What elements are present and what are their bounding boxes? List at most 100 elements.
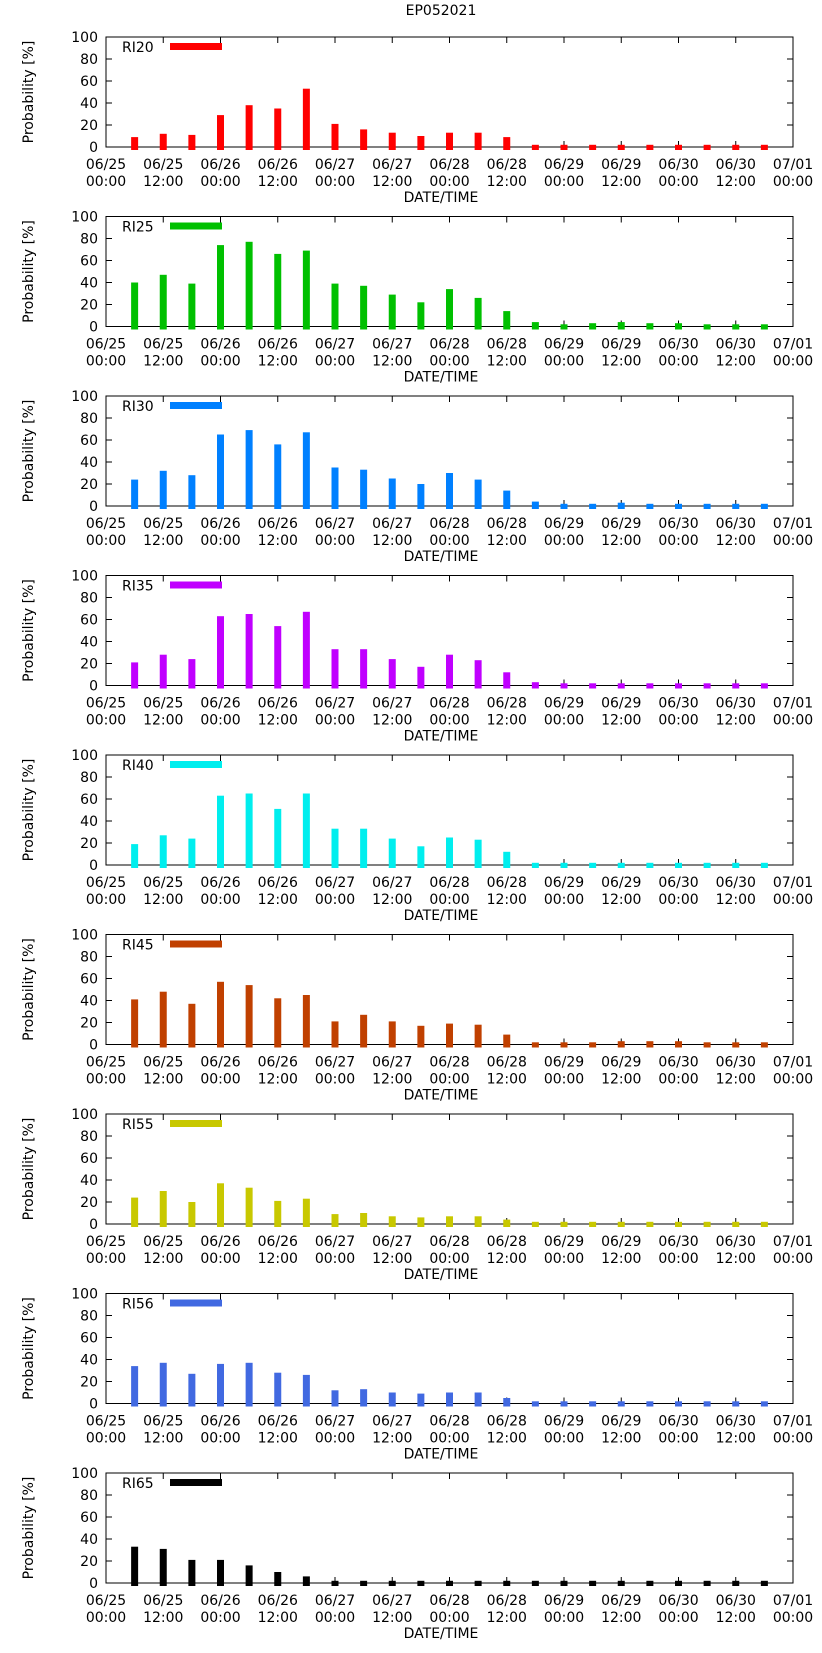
x-tick-label-time: 12:00 [601, 354, 641, 370]
x-tick-label-date: 07/01 [773, 1593, 813, 1609]
y-tick-label: 20 [80, 1195, 98, 1211]
bar [131, 662, 139, 689]
x-tick-label-time: 00:00 [773, 1072, 813, 1088]
panel-ri56: 02040608010006/2500:0006/2512:0006/2600:… [21, 1287, 813, 1463]
y-tick-label: 40 [80, 96, 98, 112]
bar [217, 981, 224, 1048]
x-tick-label-date: 06/26 [258, 696, 298, 712]
bar [188, 1559, 196, 1586]
x-tick-label-time: 00:00 [315, 174, 355, 190]
bar [617, 502, 625, 509]
bar [560, 144, 568, 150]
bar [302, 432, 310, 509]
bar [503, 137, 511, 150]
x-tick-label-date: 06/28 [487, 1414, 527, 1430]
x-tick-label-time: 00:00 [315, 1072, 355, 1088]
x-tick-label-date: 06/27 [315, 516, 355, 532]
y-tick-label: 0 [89, 499, 98, 515]
panel-ri45: 02040608010006/2500:0006/2512:0006/2600:… [21, 928, 813, 1104]
x-tick-label-date: 06/30 [658, 696, 698, 712]
x-tick-label-time: 12:00 [372, 1431, 412, 1447]
bar [417, 1217, 425, 1227]
bar [388, 1580, 396, 1586]
bar [560, 503, 568, 509]
bar [617, 1580, 625, 1586]
x-tick-label-time: 00:00 [315, 354, 355, 370]
x-tick-label-date: 06/26 [258, 1234, 298, 1250]
bar [732, 1401, 740, 1407]
bar [560, 683, 568, 689]
y-tick-label: 40 [80, 814, 98, 830]
y-tick-label: 0 [89, 1038, 98, 1054]
y-tick-label: 100 [71, 210, 98, 226]
y-tick-label: 60 [80, 1510, 98, 1526]
bar [131, 844, 139, 868]
x-tick-label-date: 06/28 [487, 696, 527, 712]
y-tick-label: 60 [80, 792, 98, 808]
bar [760, 1580, 768, 1586]
x-tick-label-date: 06/30 [716, 337, 756, 353]
x-tick-label-time: 00:00 [773, 1610, 813, 1626]
bar [732, 324, 740, 330]
y-axis-label: Probability [%] [21, 1118, 37, 1221]
x-tick-label-date: 06/25 [86, 157, 126, 173]
bar [703, 144, 711, 150]
plot-frame [105, 1293, 794, 1404]
panel-ri35: 02040608010006/2500:0006/2512:0006/2600:… [21, 569, 813, 745]
bar [531, 1221, 539, 1227]
legend-swatch [170, 1299, 222, 1307]
x-tick-label-time: 00:00 [315, 892, 355, 908]
bar [646, 683, 654, 689]
legend-swatch [170, 43, 222, 50]
legend-label: RI45 [122, 938, 154, 954]
x-tick-label-time: 12:00 [716, 174, 756, 190]
bar [760, 1221, 768, 1227]
x-tick-label-date: 06/28 [429, 1234, 469, 1250]
bar [446, 1023, 453, 1048]
legend-label: RI25 [122, 220, 154, 236]
x-tick-label-date: 06/25 [143, 516, 183, 532]
bar [360, 129, 368, 150]
bar [131, 479, 139, 509]
bar [245, 614, 253, 689]
x-tick-label-time: 00:00 [200, 1610, 240, 1626]
bar [274, 808, 282, 868]
bar [675, 683, 682, 689]
x-tick-label-date: 06/30 [658, 1055, 698, 1071]
y-tick-label: 100 [71, 1107, 98, 1123]
bar [675, 1041, 682, 1048]
bar [503, 1398, 511, 1407]
x-tick-label-date: 06/29 [601, 1234, 641, 1250]
x-tick-label-date: 06/27 [315, 1055, 355, 1071]
bar [388, 294, 396, 330]
y-tick-label: 0 [89, 1576, 98, 1592]
bar [274, 1572, 282, 1586]
y-axis-label: Probability [%] [21, 579, 37, 682]
x-tick-label-time: 00:00 [544, 1610, 584, 1626]
bar [360, 828, 368, 868]
bar [617, 1401, 625, 1407]
bar [388, 132, 396, 150]
x-tick-label-date: 06/28 [487, 1234, 527, 1250]
bar [417, 1393, 425, 1407]
bar [188, 475, 196, 509]
bar [646, 862, 654, 868]
x-tick-label-date: 06/26 [258, 1055, 298, 1071]
bar [159, 1191, 167, 1227]
bar [560, 1042, 568, 1048]
y-tick-label: 40 [80, 994, 98, 1010]
x-axis-label: DATE/TIME [404, 1267, 479, 1283]
x-tick-label-time: 12:00 [258, 1610, 298, 1626]
bar [589, 683, 597, 689]
y-tick-label: 80 [80, 232, 98, 248]
bar [760, 862, 768, 868]
bar [360, 1580, 368, 1586]
x-tick-label-time: 00:00 [544, 1251, 584, 1267]
x-tick-label-date: 06/26 [200, 157, 240, 173]
bar [703, 862, 711, 868]
bar [360, 469, 368, 509]
x-tick-label-time: 00:00 [86, 533, 126, 549]
x-tick-label-time: 00:00 [200, 1072, 240, 1088]
y-tick-label: 100 [71, 1466, 98, 1482]
bar [217, 245, 224, 330]
